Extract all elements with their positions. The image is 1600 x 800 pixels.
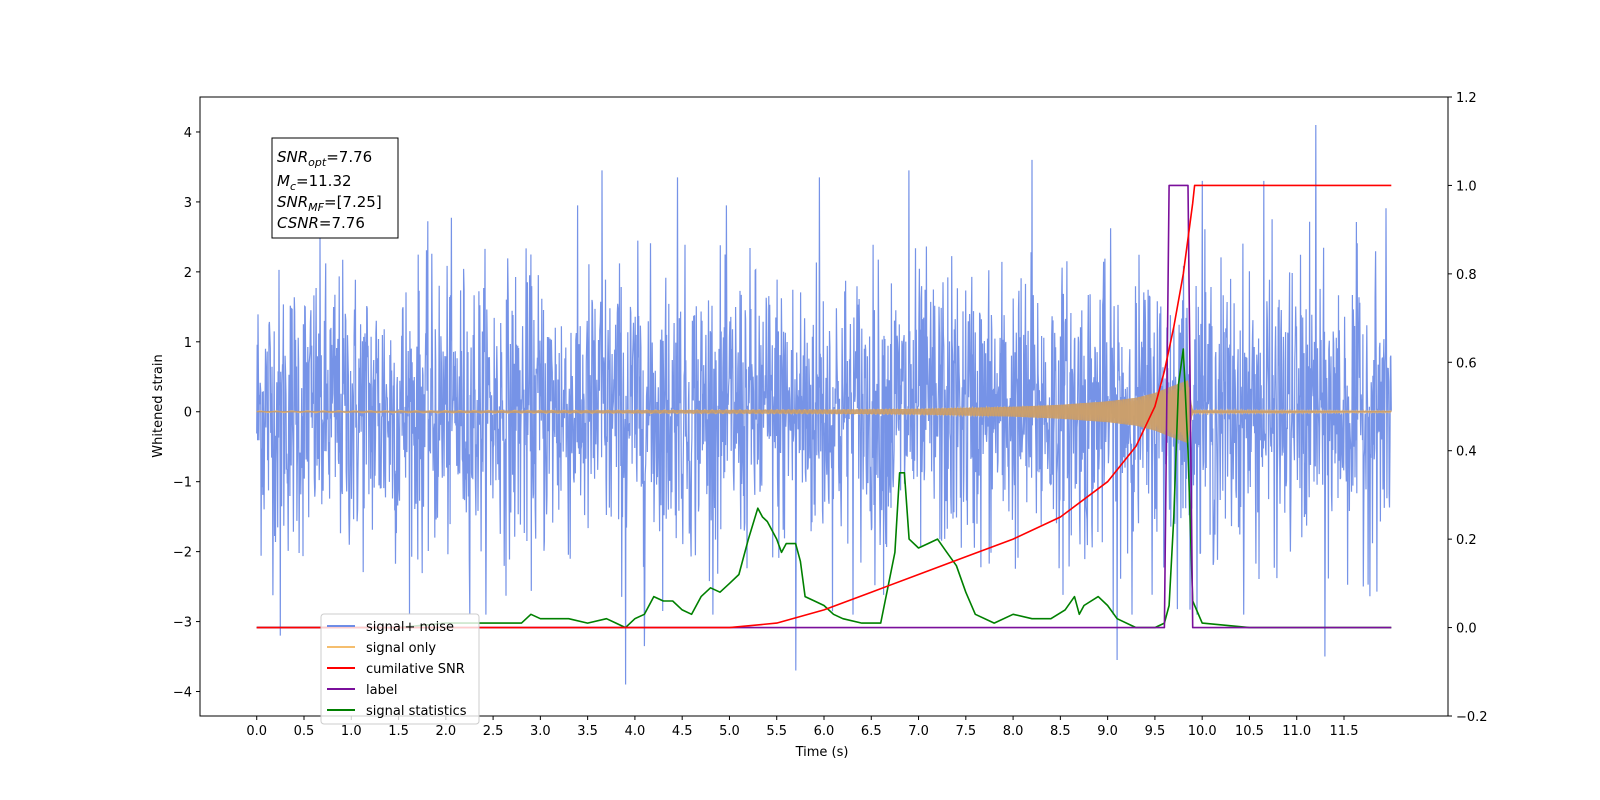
x-tick-label: 8.0 <box>1003 724 1024 739</box>
annotation-symbol: SNR <box>277 193 308 211</box>
legend-label: label <box>366 683 397 698</box>
x-tick-label: 8.5 <box>1050 724 1071 739</box>
annotation-text: SNRopt=7.76 Mc=11.32 SNRMF=[7.25] CSNR=7.76 <box>277 148 382 232</box>
plot-area <box>256 124 1392 685</box>
x-tick-label: 1.5 <box>388 724 409 739</box>
y-tick-label-left: 1 <box>184 336 192 351</box>
annotation-frame <box>271 137 399 239</box>
x-tick-label: 4.0 <box>625 724 646 739</box>
x-tick-label: 2.5 <box>483 724 504 739</box>
y-tick-label-left: −4 <box>173 686 192 701</box>
x-tick-label: 3.5 <box>577 724 598 739</box>
annotation-line: CSNR=7.76 <box>277 214 365 232</box>
x-tick-label: 3.0 <box>530 724 551 739</box>
y-tick-label-right: 1.0 <box>1456 179 1477 194</box>
legend-label: signal statistics <box>366 704 467 719</box>
annotation-line: SNRMF=[7.25] <box>277 193 382 214</box>
y-tick-label-right: 0.4 <box>1456 445 1477 460</box>
y-tick-label-right: 0.8 <box>1456 268 1477 283</box>
x-axis: 0.0 0.5 1.0 1.5 2.0 2.5 3.0 3.5 4.0 4.5 5.0 5.5 6.0 6… <box>246 716 1358 739</box>
y-tick-label-right: 0.2 <box>1456 533 1477 548</box>
annotation-subscript: MF <box>308 201 324 214</box>
y-tick-label-left: −1 <box>173 476 192 491</box>
y-tick-label-right: 0.0 <box>1456 622 1477 637</box>
annotation-subscript: opt <box>308 156 327 169</box>
y-axis-left: 4 3 2 1 0 −1 −2 −3 −4 <box>173 126 200 701</box>
y-tick-label-right: 1.2 <box>1456 91 1477 106</box>
x-tick-label: 9.0 <box>1097 724 1118 739</box>
annotation-symbol: M <box>277 172 290 190</box>
y-axis-label: Whitened strain <box>151 354 166 457</box>
x-tick-label: 10.0 <box>1188 724 1217 739</box>
x-tick-label: 6.0 <box>814 724 835 739</box>
y-tick-label-left: 2 <box>184 266 192 281</box>
legend-label: cumilative SNR <box>366 662 465 677</box>
y-tick-label-left: 3 <box>184 196 192 211</box>
legend-label: signal+ noise <box>366 620 454 635</box>
annotation-value: =7.76 <box>326 148 372 166</box>
annotation-symbol: CSNR <box>277 214 319 232</box>
x-tick-label: 5.0 <box>719 724 740 739</box>
x-tick-label: 11.5 <box>1330 724 1359 739</box>
y-axis-right: 1.2 1.0 0.8 0.6 0.4 0.2 0.0 −0.2 <box>1448 91 1488 725</box>
series-line-label <box>256 184 1392 629</box>
y-tick-label-left: 0 <box>184 406 192 421</box>
y-tick-label-left: −3 <box>173 616 192 631</box>
x-axis-label: Time (s) <box>795 745 849 760</box>
x-tick-label: 1.0 <box>341 724 362 739</box>
series-line-cumulative-snr <box>256 184 1392 629</box>
annotation-line: Mc=11.32 <box>277 172 352 193</box>
x-tick-label: 5.5 <box>766 724 787 739</box>
annotation-subscript: c <box>290 180 296 193</box>
x-tick-label: 0.0 <box>246 724 267 739</box>
x-tick-label: 4.5 <box>672 724 693 739</box>
x-tick-label: 10.5 <box>1235 724 1264 739</box>
annotation-line: SNRopt=7.76 <box>277 148 372 169</box>
annotation-value: =7.76 <box>319 214 365 232</box>
series-envelope-signal-only <box>256 380 1392 444</box>
x-tick-label: 6.5 <box>861 724 882 739</box>
series-line-signal-statistics <box>256 348 1392 629</box>
legend-frame <box>320 613 480 725</box>
x-tick-label: 7.0 <box>908 724 929 739</box>
annotation-symbol: SNR <box>277 148 308 166</box>
x-tick-label: 7.5 <box>955 724 976 739</box>
annotation-value: =11.32 <box>296 172 352 190</box>
x-tick-label: 0.5 <box>294 724 315 739</box>
y-tick-label-right: −0.2 <box>1456 710 1488 725</box>
y-tick-label-right: 0.6 <box>1456 356 1477 371</box>
annotation-box: SNRopt=7.76 Mc=11.32 SNRMF=[7.25] CSNR=7.76 <box>271 137 399 239</box>
x-tick-label: 2.0 <box>435 724 456 739</box>
legend-label: signal only <box>366 641 436 656</box>
series-line-signal-noise <box>256 124 1392 685</box>
x-tick-label: 9.5 <box>1145 724 1166 739</box>
y-tick-label-left: −2 <box>173 546 192 561</box>
y-tick-label-left: 4 <box>184 126 192 141</box>
annotation-value: =[7.25] <box>324 193 382 211</box>
x-tick-label: 11.0 <box>1282 724 1311 739</box>
legend: signal+ noise signal only cumilative SNR la… <box>320 613 480 725</box>
